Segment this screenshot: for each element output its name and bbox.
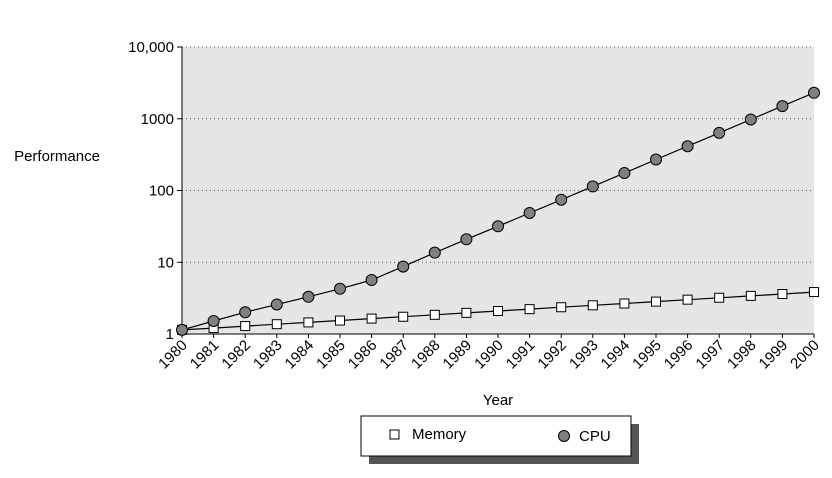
data-point-memory	[398, 311, 409, 322]
data-point-cpu	[397, 260, 410, 273]
x-tick-labels: 1980198119821983198419851986198719881989…	[155, 334, 823, 372]
data-point-memory	[682, 294, 693, 305]
legend-memory-label: Memory	[412, 426, 467, 443]
y-axis-title: Performance	[14, 148, 100, 165]
x-tick-label: 1993	[566, 337, 602, 373]
data-point-cpu	[586, 180, 599, 193]
x-tick-label: 1980	[155, 337, 191, 373]
data-point-cpu	[713, 126, 726, 139]
x-tick-label: 1996	[661, 337, 697, 373]
data-point-memory	[366, 313, 377, 324]
data-point-memory	[809, 287, 819, 298]
data-point-cpu	[492, 220, 504, 233]
data-point-cpu	[270, 298, 283, 311]
data-point-memory	[714, 292, 725, 303]
series	[176, 86, 820, 336]
y-tick-label: 100	[149, 183, 174, 200]
series-cpu	[176, 86, 820, 336]
data-point-cpu	[334, 282, 346, 295]
data-point-cpu	[176, 323, 188, 336]
data-point-memory	[651, 296, 661, 307]
data-point-cpu	[776, 100, 789, 113]
data-point-cpu	[618, 167, 631, 180]
data-point-memory	[524, 304, 535, 315]
x-tick-label: 1999	[756, 337, 792, 373]
data-point-memory	[303, 317, 314, 328]
data-point-cpu	[239, 306, 252, 319]
data-point-memory	[271, 319, 282, 330]
data-point-cpu	[744, 113, 757, 126]
data-point-memory	[335, 315, 345, 326]
y-tick-label: 1	[166, 326, 174, 343]
data-point-cpu	[650, 153, 662, 166]
x-tick-label: 1994	[598, 337, 634, 373]
grid-lines	[182, 46, 814, 263]
data-point-memory	[461, 307, 472, 318]
x-tick-label: 1989	[440, 337, 476, 373]
legend-cpu-marker	[558, 430, 570, 442]
data-point-memory	[777, 288, 788, 299]
data-point-cpu	[523, 207, 536, 220]
x-tick-label: 1984	[282, 337, 318, 373]
x-tick-label: 1988	[408, 337, 444, 373]
data-point-memory	[429, 309, 440, 320]
y-tick-label: 10,000	[128, 39, 174, 56]
x-tick-label: 1992	[534, 337, 570, 373]
y-tick-label: 10	[157, 254, 174, 271]
x-tick-label: 1995	[629, 337, 665, 373]
data-point-cpu	[302, 290, 315, 303]
data-point-cpu	[808, 86, 820, 99]
legend: Memory CPU	[360, 415, 639, 464]
data-point-cpu	[428, 246, 441, 259]
x-axis-title: Year	[483, 392, 513, 409]
data-point-memory	[619, 298, 630, 309]
y-tick-labels: 1 10 100 1000 10,000	[128, 39, 182, 343]
legend-cpu-label: CPU	[579, 428, 611, 445]
x-tick-label: 1998	[724, 337, 760, 373]
data-point-memory	[240, 321, 251, 332]
data-point-cpu	[207, 314, 220, 327]
legend-memory-marker	[389, 429, 400, 440]
data-point-memory	[556, 302, 567, 313]
data-point-cpu	[460, 233, 473, 246]
x-tick-label: 1990	[471, 337, 507, 373]
data-point-memory	[493, 306, 503, 317]
data-point-memory	[587, 300, 598, 311]
x-tick-label: 1987	[376, 337, 412, 373]
x-tick-label: 1997	[692, 337, 728, 373]
data-point-cpu	[365, 274, 378, 287]
data-point-cpu	[681, 140, 694, 153]
x-tick-label: 1991	[503, 337, 539, 373]
legend-box	[360, 415, 632, 457]
x-tick-label: 1982	[218, 337, 254, 373]
data-point-memory	[745, 290, 756, 301]
x-tick-label: 1983	[250, 337, 286, 373]
x-tick-label: 1981	[187, 337, 223, 373]
x-tick-label: 1985	[313, 337, 349, 373]
data-point-cpu	[555, 193, 568, 206]
x-tick-label: 2000	[787, 337, 823, 373]
y-tick-label: 1000	[141, 111, 174, 128]
x-tick-label: 1986	[345, 337, 381, 373]
